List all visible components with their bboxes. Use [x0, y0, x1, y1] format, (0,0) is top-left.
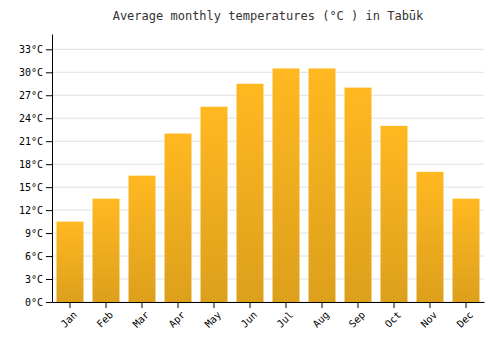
x-tick-mark [70, 302, 71, 308]
plot-area: 0°C 3°C 6°C 9°C 12°C 15°C 18°C 21°C 24°C 27°C 30°C… [19, 35, 485, 330]
y-axis: 0°C 3°C 6°C 9°C 12°C 15°C 18°C 21°C 24°C 27°C 30°C… [19, 35, 53, 308]
bar [93, 199, 120, 302]
x-tick-mark [178, 302, 179, 308]
y-tick-mark [46, 187, 52, 188]
x-tick-label: Jun [239, 309, 260, 330]
y-tick-mark [46, 302, 52, 303]
y-tick-label: 27°C [19, 90, 43, 101]
y-tick: 30°C [19, 67, 52, 78]
y-tick: 21°C [19, 136, 52, 147]
y-tick: 0°C [25, 297, 52, 308]
x-tick-mark [214, 302, 215, 308]
x-axis-line [53, 302, 485, 303]
y-tick-mark [46, 118, 52, 119]
bars [57, 68, 480, 302]
x-tick-mark [250, 302, 251, 308]
x-tick-label: Apr [167, 309, 188, 330]
y-tick-label: 6°C [25, 251, 43, 262]
x-tick-label: Nov [419, 309, 440, 330]
y-tick-label: 24°C [19, 113, 43, 124]
grid-line [52, 164, 484, 165]
y-tick: 24°C [19, 113, 52, 124]
bar [381, 126, 408, 302]
x-tick-label: Jan [59, 309, 80, 330]
y-tick: 18°C [19, 159, 52, 170]
x-tick-mark [106, 302, 107, 308]
y-tick-mark [46, 279, 52, 280]
x-tick: Jul [275, 302, 296, 330]
x-tick: Oct [383, 302, 404, 330]
x-tick-label: Oct [383, 309, 404, 330]
bar [165, 134, 192, 302]
bar [453, 199, 480, 302]
x-tick-mark [322, 302, 323, 308]
x-tick-label: Feb [95, 309, 116, 330]
grid-line [52, 72, 484, 73]
y-axis-line [52, 35, 53, 303]
x-tick-mark [286, 302, 287, 308]
x-tick-label: Mar [131, 309, 152, 330]
grid [52, 49, 484, 302]
y-tick-label: 3°C [25, 274, 43, 285]
y-tick-mark [46, 141, 52, 142]
bar [129, 176, 156, 302]
y-tick-label: 21°C [19, 136, 43, 147]
y-tick-label: 0°C [25, 297, 43, 308]
y-tick-mark [46, 233, 52, 234]
bar [345, 88, 372, 302]
x-tick-label: Dec [455, 309, 476, 330]
x-tick: Feb [95, 302, 116, 330]
y-tick-label: 9°C [25, 228, 43, 239]
y-tick: 9°C [25, 228, 52, 239]
y-tick: 27°C [19, 90, 52, 101]
x-tick-mark [142, 302, 143, 308]
grid-line [52, 49, 484, 50]
bar [417, 172, 444, 302]
x-tick: Dec [455, 302, 476, 330]
x-tick-label: Sep [347, 309, 368, 330]
x-tick: Mar [131, 302, 152, 330]
x-tick: Jan [59, 302, 80, 330]
grid-line [52, 118, 484, 119]
x-tick: Apr [167, 302, 188, 330]
chart: 0°C 3°C 6°C 9°C 12°C 15°C 18°C 21°C 24°C 27°C 30°C… [0, 0, 500, 350]
y-tick-mark [46, 49, 52, 50]
y-tick-label: 33°C [19, 44, 43, 55]
y-tick-label: 18°C [19, 159, 43, 170]
x-tick-label: May [203, 309, 224, 330]
y-tick: 33°C [19, 44, 52, 55]
bar [309, 68, 336, 302]
bar [201, 107, 228, 302]
bar [57, 222, 84, 302]
bar [273, 68, 300, 302]
x-tick-mark [466, 302, 467, 308]
grid-line [52, 95, 484, 96]
title: Average monthly temperatures (°C ) in Ta… [113, 9, 424, 23]
x-tick: Aug [311, 302, 332, 330]
y-tick: 15°C [19, 182, 52, 193]
y-tick-mark [46, 210, 52, 211]
x-tick: Sep [347, 302, 368, 330]
y-tick-mark [46, 95, 52, 96]
bar [237, 84, 264, 302]
x-tick-mark [358, 302, 359, 308]
y-tick: 3°C [25, 274, 52, 285]
y-tick-mark [46, 164, 52, 165]
y-tick-mark [46, 256, 52, 257]
y-tick-mark [46, 72, 52, 73]
x-tick-label: Aug [311, 309, 332, 330]
y-tick-label: 15°C [19, 182, 43, 193]
y-tick-label: 12°C [19, 205, 43, 216]
x-tick-mark [394, 302, 395, 308]
y-tick: 12°C [19, 205, 52, 216]
x-tick: Nov [419, 302, 440, 330]
x-tick: Jun [239, 302, 260, 330]
y-tick-label: 30°C [19, 67, 43, 78]
x-tick-label: Jul [275, 309, 296, 330]
x-axis: Jan Feb Mar Apr May Jun Jul Aug Sep Oct Nov Dec [53, 302, 485, 330]
x-tick: May [203, 302, 224, 330]
y-tick: 6°C [25, 251, 52, 262]
grid-line [52, 141, 484, 142]
x-tick-mark [430, 302, 431, 308]
